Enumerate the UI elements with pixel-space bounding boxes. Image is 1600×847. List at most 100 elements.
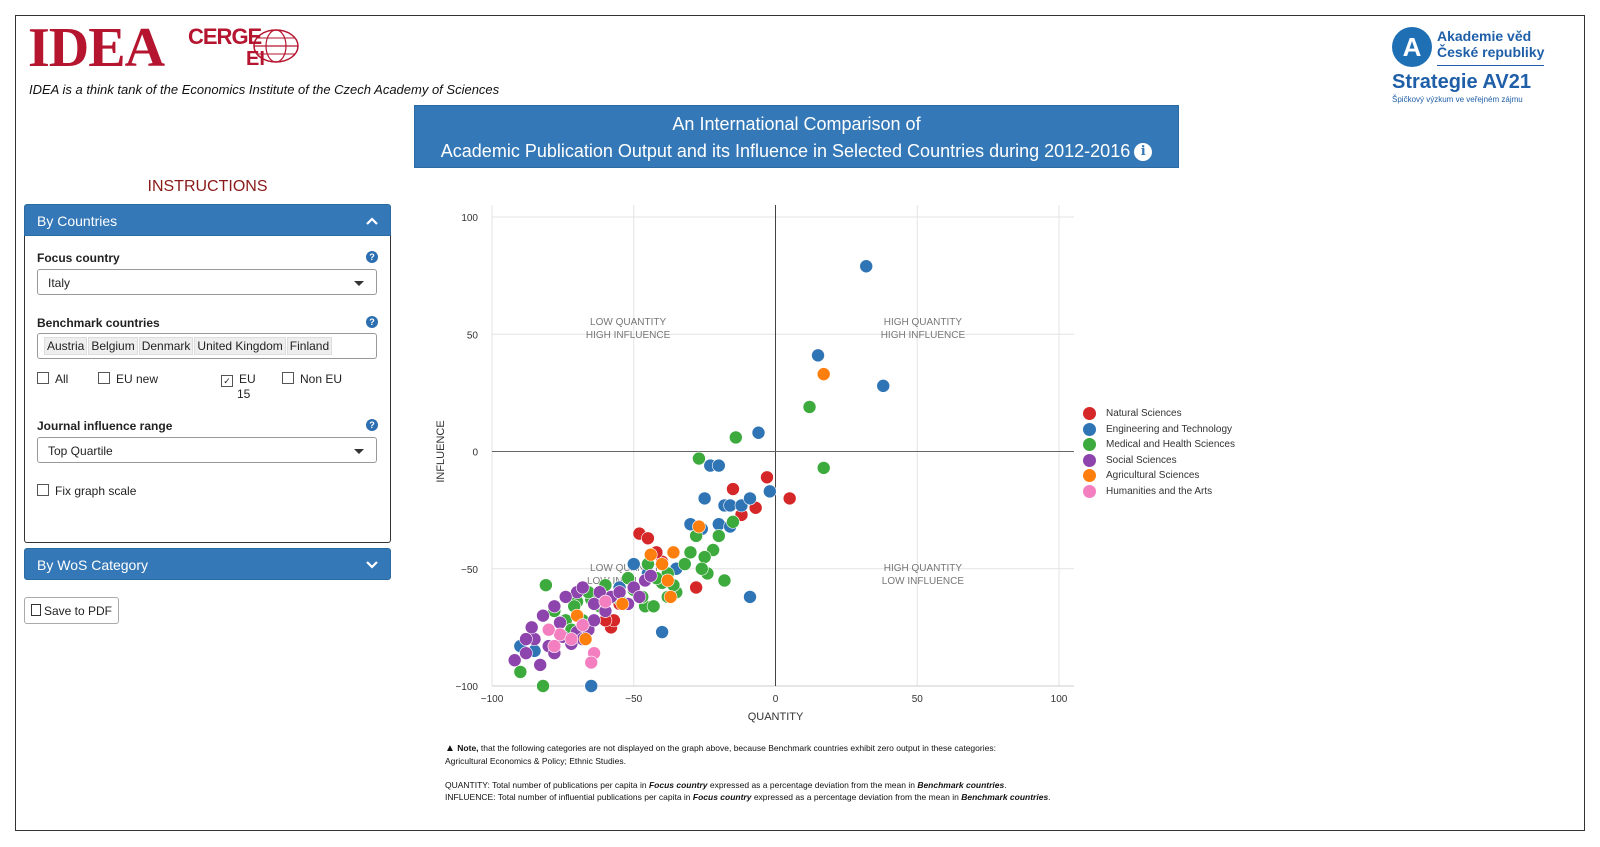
legend-dot — [1083, 469, 1096, 482]
legend-item[interactable]: Humanities and the Arts — [1083, 484, 1235, 500]
data-point — [683, 545, 698, 560]
akademie-ved-logo[interactable]: A Akademie věd České republiky Strategie… — [1392, 27, 1552, 107]
data-point — [692, 451, 706, 466]
av-strategy: Strategie AV21 — [1392, 71, 1531, 93]
by-countries-title: By Countries — [37, 213, 118, 229]
legend-item[interactable]: Engineering and Technology — [1083, 422, 1235, 438]
data-point — [689, 580, 703, 595]
legend-item[interactable]: Agricultural Sciences — [1083, 468, 1235, 484]
save-to-pdf-button[interactable]: Save to PDF — [24, 597, 119, 624]
y-tick-label: 0 — [472, 448, 478, 459]
checkbox-all[interactable]: All — [37, 372, 68, 386]
legend-dot — [1083, 422, 1096, 436]
quadrant-label: LOW QUANTITY — [590, 563, 666, 574]
data-point — [536, 608, 550, 623]
focus-country-value: Italy — [48, 276, 71, 290]
journal-influence-label: Journal influence range — [37, 419, 173, 433]
data-point — [663, 590, 678, 604]
by-wos-category-header[interactable]: By WoS Category — [24, 548, 391, 580]
quadrant-label: HIGH INFLUENCE — [881, 330, 966, 341]
av-subtitle: Špičkový výzkum ve veřejném zájmu — [1392, 95, 1523, 104]
benchmark-chip[interactable]: Denmark — [138, 337, 194, 355]
influence-definition: INFLUENCE: Total number of influential p… — [445, 792, 1051, 802]
y-tick-label: −50 — [461, 565, 478, 576]
focus-country-select[interactable]: Italy — [37, 269, 377, 295]
legend-dot — [1083, 484, 1096, 498]
data-point — [536, 679, 550, 693]
caret-down-icon — [354, 449, 364, 454]
x-tick-label: 50 — [912, 694, 924, 705]
data-point — [782, 491, 797, 506]
caret-down-icon — [354, 281, 364, 286]
by-wos-category-title: By WoS Category — [37, 557, 149, 573]
note-line: ▲ Note, that the following categories ar… — [445, 743, 996, 754]
benchmark-chip[interactable]: Austria — [44, 337, 88, 355]
quadrant-label: LOW INFLUENCE — [882, 576, 965, 587]
checkbox-eu15[interactable]: ✓ EU 15 — [221, 372, 256, 401]
data-point — [816, 367, 831, 381]
data-point — [643, 547, 658, 562]
info-icon[interactable]: i — [1134, 143, 1153, 161]
benchmark-countries-input[interactable]: Austria Belgium Denmark United Kingdom Finla… — [37, 333, 377, 359]
data-point — [655, 557, 669, 571]
data-point — [763, 484, 777, 499]
quadrant-label: LOW QUANTITY — [590, 317, 666, 328]
help-icon[interactable]: ? — [366, 419, 378, 431]
checkbox-fix-graph-scale[interactable]: Fix graph scale — [37, 484, 136, 498]
x-tick-label: −50 — [625, 694, 642, 705]
data-point — [513, 665, 528, 679]
checkbox-eu-new[interactable]: EU new — [98, 372, 158, 386]
data-point — [802, 400, 817, 414]
data-point — [539, 578, 553, 592]
title-line2: Academic Publication Output and its Infl… — [440, 141, 1131, 161]
logo-cerge-text: CERGE — [188, 24, 262, 49]
data-point — [519, 632, 533, 646]
tagline: IDEA is a think tank of the Economics In… — [29, 82, 500, 97]
quadrant-label: HIGH QUANTITY — [884, 563, 963, 574]
by-countries-body: Focus country ? Italy Benchmark countrie… — [24, 236, 391, 543]
journal-influence-value: Top Quartile — [48, 444, 113, 458]
benchmark-chip[interactable]: Finland — [286, 337, 333, 355]
data-point — [692, 519, 706, 534]
journal-influence-select[interactable]: Top Quartile — [37, 437, 377, 463]
title-line1: An International Comparison of — [672, 114, 921, 134]
av-line1: Akademie věd — [1437, 28, 1532, 44]
data-point — [598, 594, 613, 609]
checkbox-non-eu[interactable]: Non EU — [282, 372, 342, 386]
data-point — [519, 646, 533, 660]
benchmark-chip[interactable]: United Kingdom — [194, 337, 286, 355]
by-countries-header[interactable]: By Countries — [24, 204, 391, 236]
data-point — [760, 470, 774, 485]
data-point — [646, 599, 661, 614]
help-icon[interactable]: ? — [366, 316, 378, 328]
data-point — [575, 618, 590, 632]
data-point — [541, 622, 556, 637]
data-point — [726, 482, 740, 496]
data-point — [717, 573, 732, 588]
data-point — [507, 653, 522, 668]
instructions-link[interactable]: INSTRUCTIONS — [147, 178, 268, 195]
legend-item[interactable]: Social Sciences — [1083, 453, 1235, 469]
quadrant-label: HIGH INFLUENCE — [586, 330, 671, 341]
help-icon[interactable]: ? — [366, 251, 378, 263]
y-tick-label: −100 — [455, 682, 478, 693]
data-point — [729, 430, 743, 445]
legend-item[interactable]: Natural Sciences — [1083, 406, 1235, 422]
pdf-file-icon — [30, 604, 41, 616]
data-point — [643, 568, 658, 583]
data-point — [655, 625, 669, 639]
note-categories: Agricultural Economics & Policy; Ethnic … — [445, 756, 626, 766]
chevron-up-icon — [366, 205, 378, 249]
benchmark-chip[interactable]: Belgium — [88, 337, 138, 355]
data-point — [666, 545, 681, 560]
data-point — [626, 557, 641, 571]
data-point — [641, 531, 655, 546]
legend-item[interactable]: Medical and Health Sciences — [1083, 437, 1235, 453]
y-tick-label: 50 — [467, 330, 479, 341]
chevron-down-icon — [366, 549, 378, 593]
data-point — [584, 655, 599, 670]
data-point — [564, 632, 579, 646]
av-emblem-icon: A — [1392, 27, 1432, 67]
data-point — [575, 580, 590, 595]
